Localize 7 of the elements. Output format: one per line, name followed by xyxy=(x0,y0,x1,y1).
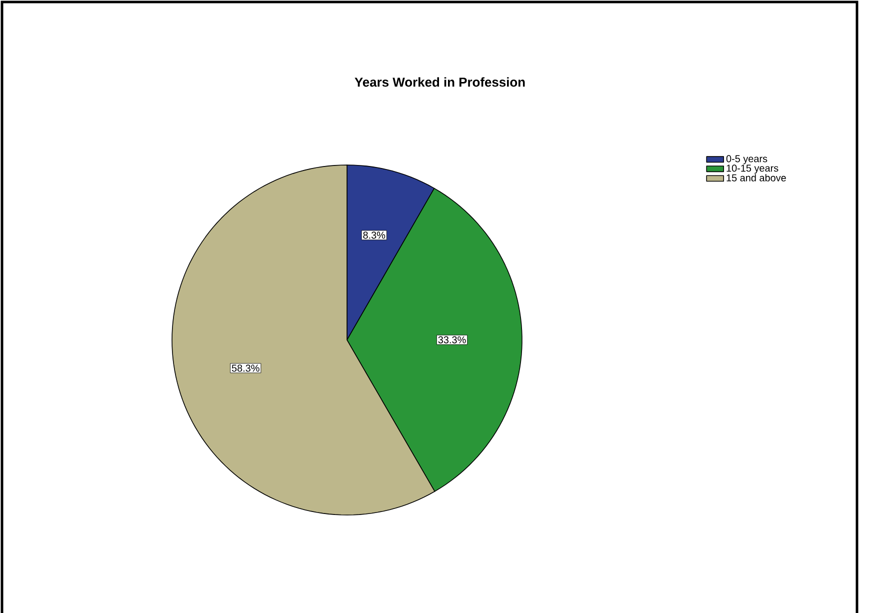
data-label: 33.3% xyxy=(438,336,466,344)
chart-title: Years Worked in Profession xyxy=(354,77,525,87)
data-label: 8.3% xyxy=(363,232,386,239)
data-label: 58.3% xyxy=(232,364,260,372)
legend-label: 15 and above xyxy=(726,174,786,182)
legend-label: 10-15 years xyxy=(726,164,778,174)
legend-label: 0-5 years xyxy=(726,155,768,164)
